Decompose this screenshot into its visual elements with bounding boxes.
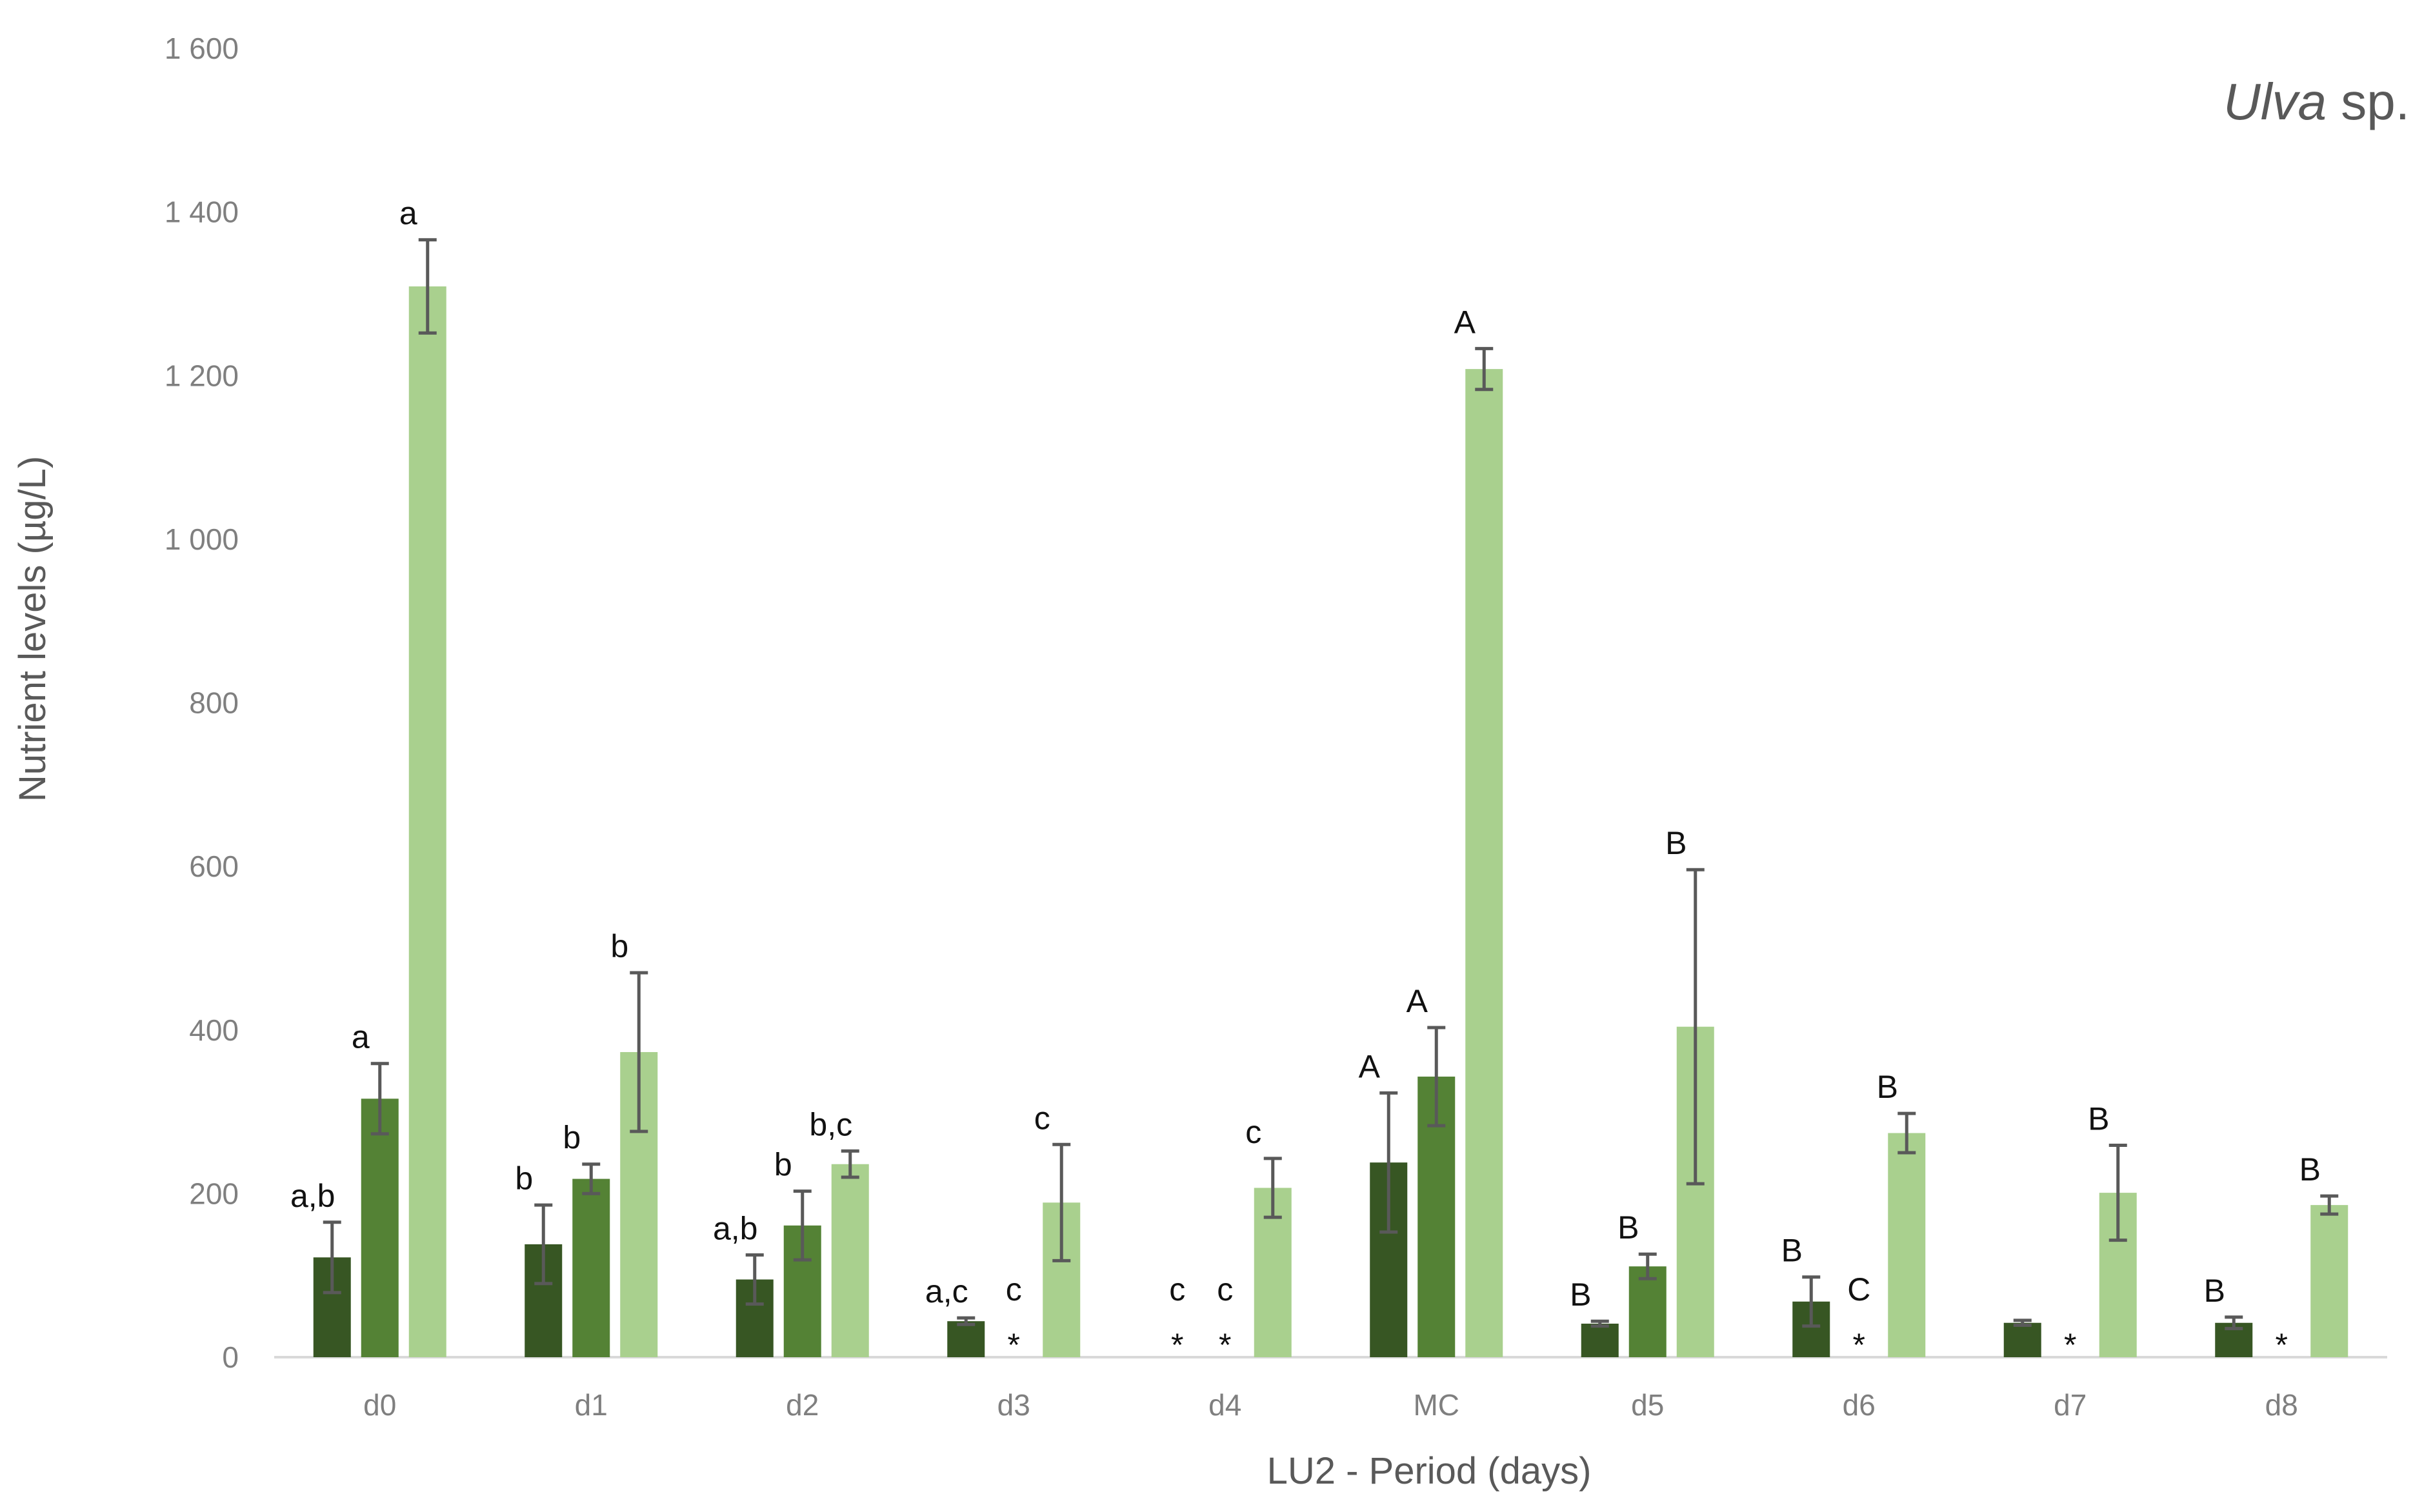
sig-label-d3-1: c xyxy=(1006,1271,1022,1308)
error-bar-d8-0 xyxy=(2225,1315,2243,1331)
y-tick-label-6: 1 200 xyxy=(165,359,239,392)
error-bar-d0-0 xyxy=(323,1220,341,1295)
significance-labels: a,baabbba,bbb,ca,c*cc*c*ccAAABBBB*CB*BB*… xyxy=(290,195,2321,1363)
sig-label-MC-1: A xyxy=(1407,983,1428,1019)
sig-label-d0-2: a xyxy=(399,195,417,232)
error-bars xyxy=(323,238,2339,1331)
missing-marker-d4-1: * xyxy=(1219,1327,1231,1363)
bar-d8-2 xyxy=(2310,1205,2348,1357)
x-tick-label-d2: d2 xyxy=(786,1388,819,1422)
bars xyxy=(313,286,2348,1357)
sig-label-MC-0: A xyxy=(1359,1048,1381,1084)
sig-label-d5-2: B xyxy=(1665,825,1687,861)
error-bar-MC-1 xyxy=(1427,1026,1446,1128)
error-bar-d5-0 xyxy=(1590,1319,1609,1328)
missing-marker-d3-1: * xyxy=(1008,1327,1020,1363)
sig-label-d6-0: B xyxy=(1781,1233,1803,1269)
bar-d3-0 xyxy=(947,1321,985,1357)
x-tick-label-d6: d6 xyxy=(1843,1388,1876,1422)
error-bar-d0-2 xyxy=(418,238,437,335)
sig-label-d7-2: B xyxy=(2088,1101,2109,1137)
sig-label-d0-0: a,b xyxy=(290,1178,335,1214)
error-bar-d5-2 xyxy=(1686,868,1705,1186)
missing-marker-d7-1: * xyxy=(2064,1327,2076,1363)
sig-label-d6-1: C xyxy=(1847,1271,1870,1308)
bar-d6-2 xyxy=(1888,1133,1926,1357)
x-axis-title: LU2 - Period (days) xyxy=(1267,1450,1592,1492)
error-bar-d2-0 xyxy=(745,1253,764,1306)
chart-title: Ulva sp. xyxy=(2223,73,2410,130)
error-bar-d3-2 xyxy=(1052,1142,1071,1262)
bar-d0-2 xyxy=(408,286,446,1357)
y-tick-label-8: 1 600 xyxy=(165,32,239,65)
error-bar-d2-1 xyxy=(793,1189,812,1262)
error-bar-d7-0 xyxy=(2013,1318,2032,1328)
bar-d0-1 xyxy=(361,1099,399,1357)
error-bar-d2-2 xyxy=(841,1149,859,1179)
error-bar-d0-1 xyxy=(370,1062,389,1136)
sig-label-d2-0: a,b xyxy=(713,1210,758,1246)
error-bar-d8-2 xyxy=(2320,1194,2339,1216)
error-bar-d4-2 xyxy=(1263,1157,1282,1219)
error-bar-d1-1 xyxy=(582,1162,601,1195)
x-tick-label-d8: d8 xyxy=(2265,1388,2298,1422)
chart-title-suffix: sp. xyxy=(2327,73,2410,130)
sig-label-MC-2: A xyxy=(1454,304,1476,340)
bar-d5-1 xyxy=(1628,1266,1667,1357)
sig-label-d5-1: B xyxy=(1617,1209,1639,1246)
sig-label-d4-0: c xyxy=(1169,1271,1185,1308)
error-bar-d1-0 xyxy=(534,1203,553,1286)
y-tick-label-0: 0 xyxy=(222,1340,239,1374)
x-axis-tick-labels: d0 d1 d2 d3 d4 MC d5 d6 d7 d8 xyxy=(363,1388,2298,1422)
sig-label-d2-2: b,c xyxy=(809,1106,852,1142)
error-bar-d5-1 xyxy=(1638,1252,1657,1280)
x-tick-label-d3: d3 xyxy=(997,1388,1030,1422)
missing-marker-d6-1: * xyxy=(1853,1327,1865,1363)
sig-label-d1-2: b xyxy=(610,928,628,964)
y-axis-tick-labels: 0 200 400 600 800 1 000 1 200 1 400 1 600 xyxy=(165,32,239,1374)
missing-marker-d8-1: * xyxy=(2276,1327,2288,1363)
error-bar-MC-0 xyxy=(1379,1091,1398,1234)
bar-d7-0 xyxy=(2003,1322,2041,1357)
sig-label-d8-0: B xyxy=(2204,1273,2225,1309)
missing-marker-d4-0: * xyxy=(1171,1327,1183,1363)
sig-label-d0-1: a xyxy=(352,1019,370,1055)
sig-label-d4-2: c xyxy=(1245,1114,1261,1150)
sig-label-d1-1: b xyxy=(563,1120,581,1156)
sig-label-d8-2: B xyxy=(2299,1151,2321,1188)
y-tick-label-4: 800 xyxy=(189,686,239,720)
x-tick-label-d1: d1 xyxy=(575,1388,608,1422)
bar-d2-2 xyxy=(831,1164,869,1357)
sig-label-d5-0: B xyxy=(1570,1277,1591,1313)
x-tick-label-d5: d5 xyxy=(1631,1388,1664,1422)
x-tick-label-MC: MC xyxy=(1413,1388,1459,1422)
y-tick-label-3: 600 xyxy=(189,850,239,883)
error-bar-d3-0 xyxy=(957,1316,976,1326)
x-tick-label-d4: d4 xyxy=(1208,1388,1241,1422)
sig-label-d2-1: b xyxy=(774,1147,792,1183)
error-bar-d1-2 xyxy=(630,971,648,1133)
error-bar-d6-0 xyxy=(1802,1275,1821,1328)
x-tick-label-d0: d0 xyxy=(363,1388,396,1422)
sig-label-d4-1: c xyxy=(1217,1271,1233,1308)
error-bar-d6-2 xyxy=(1897,1111,1916,1155)
bar-MC-2 xyxy=(1465,369,1503,1357)
sig-label-d6-2: B xyxy=(1877,1069,1898,1105)
sig-label-d3-2: c xyxy=(1034,1100,1050,1136)
y-tick-label-1: 200 xyxy=(189,1177,239,1210)
x-tick-label-d7: d7 xyxy=(2054,1388,2087,1422)
y-axis-title: Nutrient levels (µg/L) xyxy=(12,456,54,802)
bar-d1-1 xyxy=(572,1179,610,1357)
chart-title-genus: Ulva xyxy=(2223,73,2327,130)
y-tick-label-5: 1 000 xyxy=(165,522,239,556)
y-tick-label-7: 1 400 xyxy=(165,195,239,229)
error-bar-MC-2 xyxy=(1475,346,1494,392)
sig-label-d1-0: b xyxy=(515,1160,533,1197)
y-tick-label-2: 400 xyxy=(189,1013,239,1047)
sig-label-d3-0: a,c xyxy=(925,1273,968,1309)
error-bar-d7-2 xyxy=(2108,1144,2127,1242)
bar-d5-0 xyxy=(1581,1324,1619,1357)
